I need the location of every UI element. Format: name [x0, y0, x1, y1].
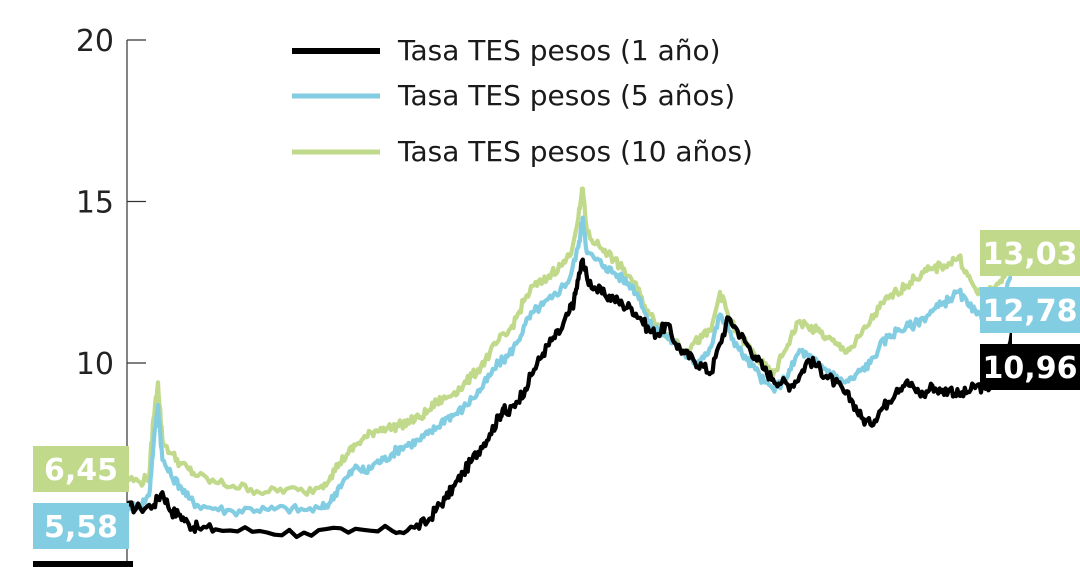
legend-label: Tasa TES pesos (1 año)	[397, 34, 721, 67]
value-badge-label: 10,96	[983, 351, 1078, 386]
value-badge-label: 13,03	[983, 237, 1078, 272]
y-tick-label: 20	[76, 24, 114, 59]
value-badges: 6,45 5,58 13,03 12,78 10,96	[33, 230, 1080, 567]
y-axis-ticks: 20 15 10	[76, 24, 146, 382]
legend: Tasa TES pesos (1 año) Tasa TES pesos (5 …	[292, 34, 753, 168]
legend-label: Tasa TES pesos (10 años)	[397, 135, 753, 168]
value-badge	[33, 446, 129, 492]
value-badge-label: 12,78	[983, 294, 1078, 329]
series-line-1	[127, 215, 1012, 518]
series-line-2	[127, 186, 1012, 497]
y-tick-label: 10	[76, 347, 114, 382]
value-badge	[980, 287, 1080, 333]
series-line-0	[127, 257, 1012, 540]
series-lines	[127, 186, 1012, 540]
value-badge	[33, 503, 129, 549]
value-badge-label: 5,58	[44, 510, 118, 545]
value-badge	[980, 344, 1080, 390]
y-tick-label: 15	[76, 186, 114, 221]
value-badge-partial	[33, 561, 133, 567]
legend-label: Tasa TES pesos (5 años)	[397, 79, 735, 112]
value-badge-label: 6,45	[44, 453, 118, 488]
value-badge	[980, 230, 1080, 276]
